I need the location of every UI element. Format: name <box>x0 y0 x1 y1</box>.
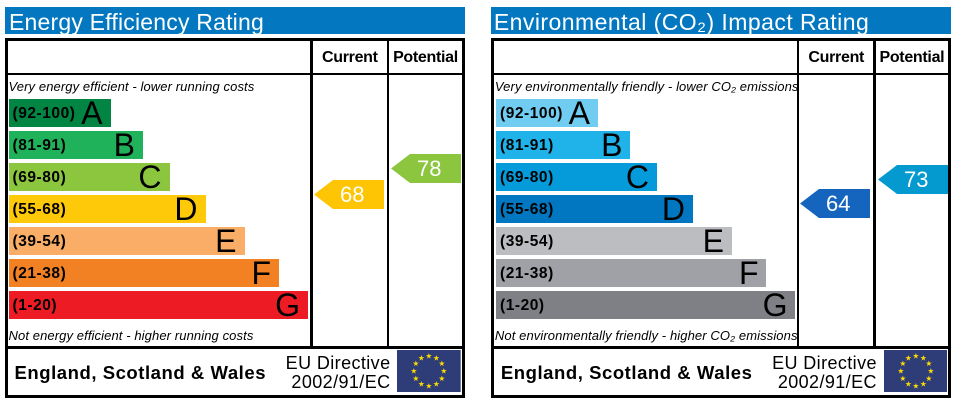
svg-text:64: 64 <box>826 191 850 216</box>
svg-text:73: 73 <box>904 167 928 192</box>
svg-text:78: 78 <box>417 156 441 181</box>
svg-text:68: 68 <box>340 182 364 207</box>
